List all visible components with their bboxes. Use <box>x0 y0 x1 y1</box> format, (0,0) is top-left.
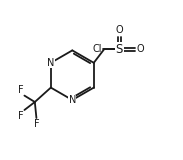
Text: O: O <box>116 25 123 35</box>
Text: F: F <box>34 119 39 129</box>
Text: N: N <box>47 58 55 68</box>
Text: O: O <box>137 44 144 54</box>
Text: S: S <box>116 43 123 56</box>
Text: Cl: Cl <box>93 44 102 54</box>
Text: N: N <box>69 95 76 105</box>
Text: F: F <box>18 85 24 95</box>
Text: F: F <box>18 111 24 121</box>
